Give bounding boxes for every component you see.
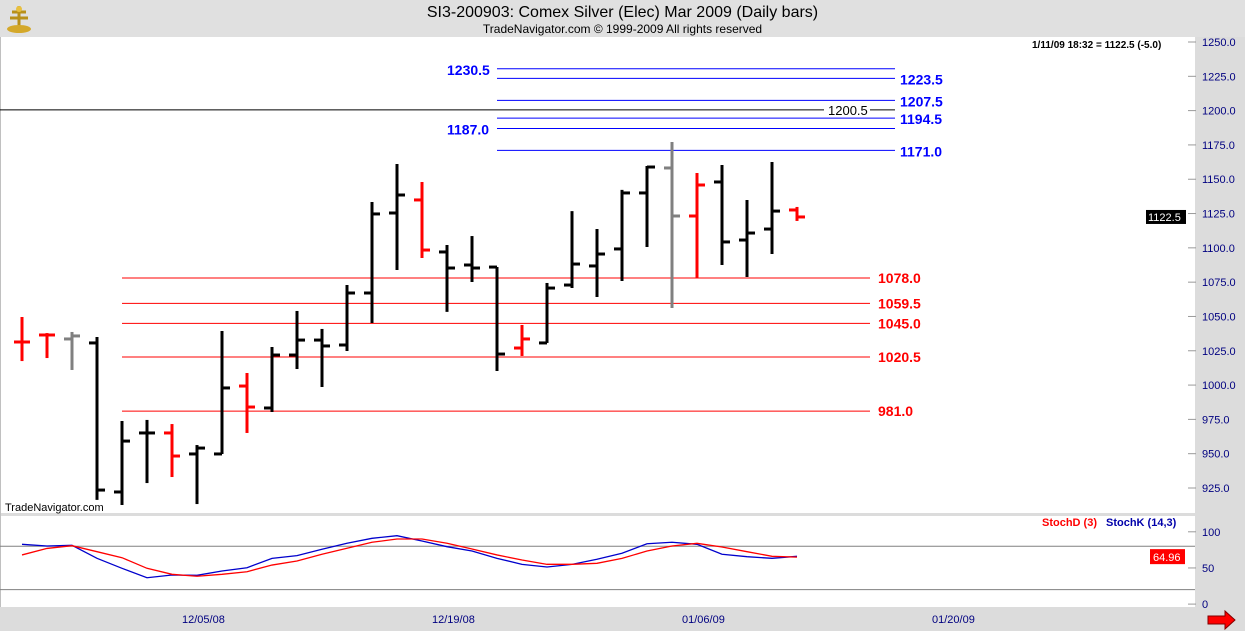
date-axis-label: 01/06/09 bbox=[682, 614, 725, 626]
red-level-label: 1045.0 bbox=[878, 315, 921, 331]
price-axis-label: 1075.0 bbox=[1202, 277, 1236, 289]
black-level-label: 1200.5 bbox=[828, 103, 868, 118]
chart-title: SI3-200903: Comex Silver (Elec) Mar 2009… bbox=[426, 4, 819, 21]
price-axis-label: 950.0 bbox=[1202, 449, 1230, 461]
stoch-axis-label: 50 bbox=[1202, 563, 1214, 575]
price-axis-label: 1100.0 bbox=[1202, 243, 1235, 255]
price-axis-label: 975.0 bbox=[1202, 414, 1230, 426]
price-axis-label: 1200.0 bbox=[1202, 106, 1236, 118]
blue-level-label: 1230.5 bbox=[447, 62, 490, 78]
chart-header: SI3-200903: Comex Silver (Elec) Mar 2009… bbox=[0, 0, 1245, 37]
stoch-k-line bbox=[21, 535, 798, 579]
price-axis-label: 1225.0 bbox=[1202, 71, 1236, 83]
price-axis-label: 1175.0 bbox=[1202, 140, 1235, 152]
red-level-label: 1020.5 bbox=[878, 349, 921, 365]
date-axis-label: 12/05/08 bbox=[182, 614, 225, 626]
date-axis-label: 12/19/08 bbox=[432, 614, 475, 626]
price-axis-label: 925.0 bbox=[1202, 483, 1230, 495]
price-axis-label: 1000.0 bbox=[1202, 380, 1236, 392]
black-level-label-bg bbox=[824, 102, 870, 117]
blue-level-label: 1171.0 bbox=[900, 143, 942, 159]
blue-level-label: 1187.0 bbox=[447, 121, 489, 137]
price-axis-label: 1025.0 bbox=[1202, 346, 1236, 358]
stoch-k-legend: StochK (14,3) bbox=[1106, 517, 1177, 529]
scroll-right-arrow-icon[interactable] bbox=[1207, 609, 1236, 631]
current-price-label: 1122.5 bbox=[1148, 212, 1181, 224]
current-price-tag bbox=[1146, 209, 1186, 224]
quote-readout: 1/11/09 18:32 = 1122.5 (-5.0) bbox=[1032, 40, 1161, 51]
blue-level-label: 1223.5 bbox=[900, 71, 943, 87]
price-axis-label: 1125.0 bbox=[1202, 209, 1235, 221]
stoch-d-line bbox=[21, 538, 798, 577]
stoch-value-label: 64.96 bbox=[1153, 552, 1181, 564]
blue-level-label: 1194.5 bbox=[900, 111, 942, 127]
date-axis-label: 01/20/09 bbox=[932, 614, 975, 626]
blue-level-label: 1207.5 bbox=[900, 93, 943, 109]
tradenavigator-logo-icon bbox=[4, 4, 34, 34]
stoch-value-tag bbox=[1150, 549, 1185, 565]
price-axis-label: 1050.0 bbox=[1202, 311, 1236, 323]
stoch-axis-label: 0 bbox=[1202, 599, 1208, 611]
price-axis-label: 1150.0 bbox=[1202, 174, 1235, 186]
copyright-text: TradeNavigator.com © 1999-2009 All right… bbox=[482, 22, 763, 36]
stoch-axis-label: 100 bbox=[1202, 527, 1220, 539]
price-axis-label: 1250.0 bbox=[1202, 37, 1236, 49]
watermark-text: TradeNavigator.com bbox=[5, 502, 104, 514]
stoch-d-legend: StochD (3) bbox=[1042, 517, 1097, 529]
red-level-label: 1059.5 bbox=[878, 295, 921, 311]
red-level-label: 981.0 bbox=[878, 403, 913, 419]
stoch-panel bbox=[0, 516, 1195, 607]
red-level-label: 1078.0 bbox=[878, 270, 921, 286]
